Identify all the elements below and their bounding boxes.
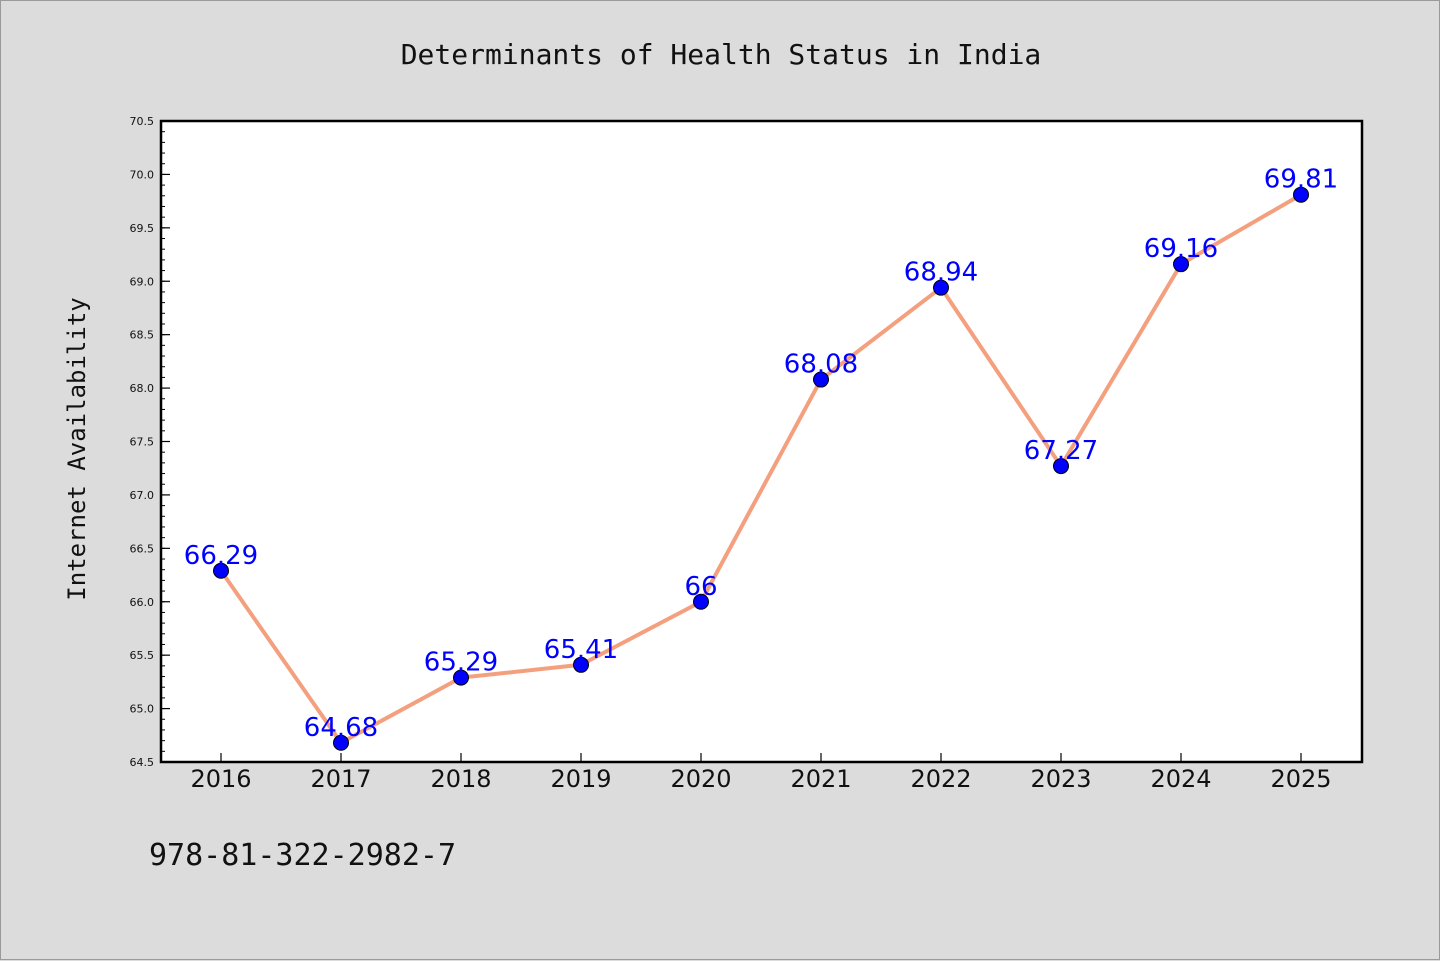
y-tick-label: 65.0 (130, 703, 155, 716)
data-point (573, 656, 589, 673)
data-point (1173, 256, 1189, 273)
x-axis-ticks: 2016 2017 2018 2019 2020 2021 2022 2023 2024 2025 (190, 753, 1332, 793)
data-point (813, 371, 829, 388)
data-label: 64.68 (304, 713, 378, 743)
data-label: 66 (684, 572, 717, 602)
y-tick-label: 66.5 (130, 542, 155, 555)
data-point (453, 669, 469, 686)
data-point (693, 593, 709, 610)
y-tick-label: 70.0 (130, 168, 155, 181)
data-point (1293, 186, 1309, 203)
x-tick-label: 2019 (550, 765, 611, 793)
y-tick-label: 64.5 (130, 756, 155, 769)
y-tick-label: 69.5 (130, 222, 155, 235)
x-tick-label: 2020 (670, 765, 731, 793)
data-point (213, 562, 229, 579)
series-line-group (219, 192, 1303, 745)
data-point (933, 279, 949, 296)
data-point (1053, 458, 1069, 475)
y-tick-label: 67.5 (130, 436, 155, 449)
data-label: 68.08 (784, 350, 858, 380)
data-label: 69.81 (1264, 165, 1338, 195)
y-axis-label: Internet Availability (63, 297, 91, 600)
y-tick-label: 70.5 (130, 115, 155, 128)
x-tick-label: 2022 (910, 765, 971, 793)
data-point (333, 734, 349, 751)
y-tick-label: 66.0 (130, 596, 155, 609)
data-label: 65.41 (544, 635, 618, 665)
y-tick-label: 69.0 (130, 275, 155, 288)
chart-title: Determinants of Health Status in India (401, 38, 1042, 71)
data-label: 68.94 (904, 258, 978, 288)
x-tick-label: 2016 (190, 765, 251, 793)
data-label: 65.29 (424, 648, 498, 678)
series-line (219, 192, 1303, 745)
plot-area (159, 119, 1364, 764)
y-tick-label: 68.0 (130, 382, 155, 395)
y-tick-label: 68.5 (130, 329, 155, 342)
x-tick-label: 2023 (1030, 765, 1091, 793)
x-tick-label: 2018 (430, 765, 491, 793)
data-label: 69.16 (1144, 234, 1218, 264)
x-tick-label: 2025 (1270, 765, 1331, 793)
x-tick-label: 2017 (310, 765, 371, 793)
data-point-markers (213, 186, 1309, 751)
isbn-text: 978-81-322-2982-7 (149, 838, 456, 873)
data-label: 67.27 (1024, 436, 1098, 466)
y-tick-label: 65.5 (130, 649, 155, 662)
y-tick-label: 67.0 (130, 489, 155, 502)
x-tick-label: 2021 (790, 765, 851, 793)
y-axis-ticks: 64.5 65.0 65.5 66.0 66.5 67.0 67.5 68.0 68.5 69.0… (130, 115, 170, 769)
data-labels: 66.29 64.68 65.29 65.41 66 68.08 68.94 67.27 69.… (184, 165, 1338, 743)
x-tick-label: 2024 (1150, 765, 1211, 793)
data-label: 66.29 (184, 541, 258, 571)
